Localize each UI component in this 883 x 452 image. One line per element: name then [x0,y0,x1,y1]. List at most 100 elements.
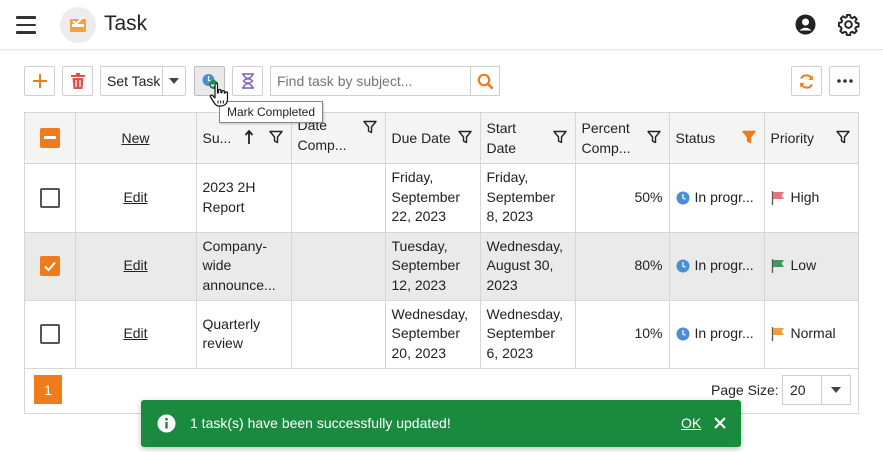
edit-link[interactable]: Edit [123,257,148,274]
user-account-icon[interactable] [795,14,816,35]
percent-cell: 80% [575,232,670,301]
subject-column-header[interactable]: Su... [196,113,292,164]
info-icon [157,414,176,433]
toast-ok-button[interactable]: OK [681,415,702,431]
page-size-select[interactable]: 20 [782,375,851,405]
success-toast: 1 task(s) have been successfully updated… [141,400,741,447]
row-select-cell[interactable] [25,300,76,369]
subject-filter-icon[interactable] [268,130,283,144]
toolbar: Set Task [0,64,883,98]
set-task-dropdown[interactable]: Set Task [100,66,186,96]
page-size-value: 20 [790,382,806,398]
priority-filter-icon[interactable] [836,130,850,144]
search-input[interactable] [270,66,470,96]
percent-complete-column-header[interactable]: Percent Comp... [575,113,670,164]
edit-link[interactable]: Edit [123,325,148,342]
task-grid: New Su... Date Comp... Due Date Start Da… [24,112,859,414]
ellipsis-icon [836,79,853,83]
red-flag-icon [771,190,784,205]
status-text: In progr... [694,257,754,274]
set-task-label: Set Task [107,73,161,89]
subject-cell: 2023 2H Report [196,163,292,233]
subject-header-label: Su... [202,129,232,146]
chevron-down-icon[interactable] [162,67,185,95]
search-icon [477,73,494,90]
new-task-link[interactable]: New [121,129,150,146]
percent-filter-icon[interactable] [646,130,661,144]
trash-icon [70,73,85,89]
priority-cell: Normal [764,300,858,369]
chevron-down-icon[interactable] [821,376,850,404]
subject-cell: Quarterly review [196,300,292,369]
search-button[interactable] [470,66,500,96]
due-date-filter-icon[interactable] [457,130,472,144]
app-logo-icon [60,7,96,43]
refresh-icon [800,73,813,89]
start-date-cell: Wednesday, September 6, 2023 [480,300,576,369]
priority-cell: Low [764,232,858,301]
row-select-cell[interactable] [25,163,76,233]
start-date-filter-icon[interactable] [552,130,567,144]
row-checkbox-checked[interactable] [39,256,60,276]
sandglass-button[interactable] [232,66,263,96]
hand-pointer-cursor-icon [209,82,229,107]
date-completed-filter-icon[interactable] [362,120,377,134]
date-completed-cell [291,163,386,233]
toast-message: 1 task(s) have been successfully updated… [190,415,451,431]
green-flag-icon [771,259,784,273]
select-all-checkbox[interactable] [39,127,60,148]
app-header: Task [0,0,883,50]
date-completed-cell [291,232,386,301]
due-date-column-header[interactable]: Due Date [385,113,481,164]
status-cell: In progr... [669,300,765,369]
plus-icon [32,74,47,88]
sort-ascending-icon[interactable] [244,130,254,144]
priority-cell: High [764,163,858,233]
due-date-cell: Friday, September 22, 2023 [385,163,481,233]
in-progress-clock-icon [676,259,689,273]
orange-flag-icon [771,327,784,341]
refresh-button[interactable] [791,66,822,96]
settings-gear-icon[interactable] [837,13,860,37]
start-date-cell: Friday, September 8, 2023 [480,163,576,233]
close-icon[interactable] [713,416,727,430]
edit-link[interactable]: Edit [123,188,148,205]
new-column-header[interactable]: New [75,113,197,164]
due-date-cell: Tuesday, September 12, 2023 [385,232,481,301]
status-filter-active-icon[interactable] [741,130,756,144]
priority-text: High [790,188,820,205]
table-row[interactable]: Edit 2023 2H Report Friday, September 22… [25,163,858,233]
status-text: In progr... [694,325,754,342]
more-options-button[interactable] [829,66,860,96]
percent-cell: 10% [575,300,670,369]
percent-header-label: Percent Comp... [581,119,631,156]
due-date-cell: Wednesday, September 20, 2023 [385,300,481,369]
row-select-cell[interactable] [25,232,76,301]
status-header-label: Status [675,129,716,146]
start-date-cell: Wednesday, August 30, 2023 [480,232,576,301]
date-completed-cell [291,300,386,369]
priority-column-header[interactable]: Priority [764,113,858,164]
row-checkbox[interactable] [39,324,60,344]
select-all-header[interactable] [25,113,76,164]
priority-text: Low [790,257,817,274]
in-progress-clock-icon [676,327,689,341]
percent-cell: 50% [575,163,670,233]
start-date-column-header[interactable]: Start Date [480,113,576,164]
page-button-current[interactable]: 1 [34,375,62,404]
hamburger-menu-icon[interactable] [16,16,36,34]
row-checkbox[interactable] [39,187,60,208]
status-cell: In progr... [669,163,765,233]
page-size-label: Page Size: [711,382,779,398]
subject-cell: Company-wide announce... [196,232,292,301]
add-task-button[interactable] [24,66,55,96]
table-row[interactable]: Edit Company-wide announce... Tuesday, S… [25,232,858,301]
checkmark-icon [44,261,56,272]
priority-text: Normal [790,325,836,342]
status-column-header[interactable]: Status [669,113,765,164]
start-date-header-label: Start Date [486,119,517,156]
pager: 1 Page Size: 20 [25,368,858,413]
table-row[interactable]: Edit Quarterly review Wednesday, Septemb… [25,300,858,369]
delete-task-button[interactable] [62,66,93,96]
status-cell: In progr... [669,232,765,301]
